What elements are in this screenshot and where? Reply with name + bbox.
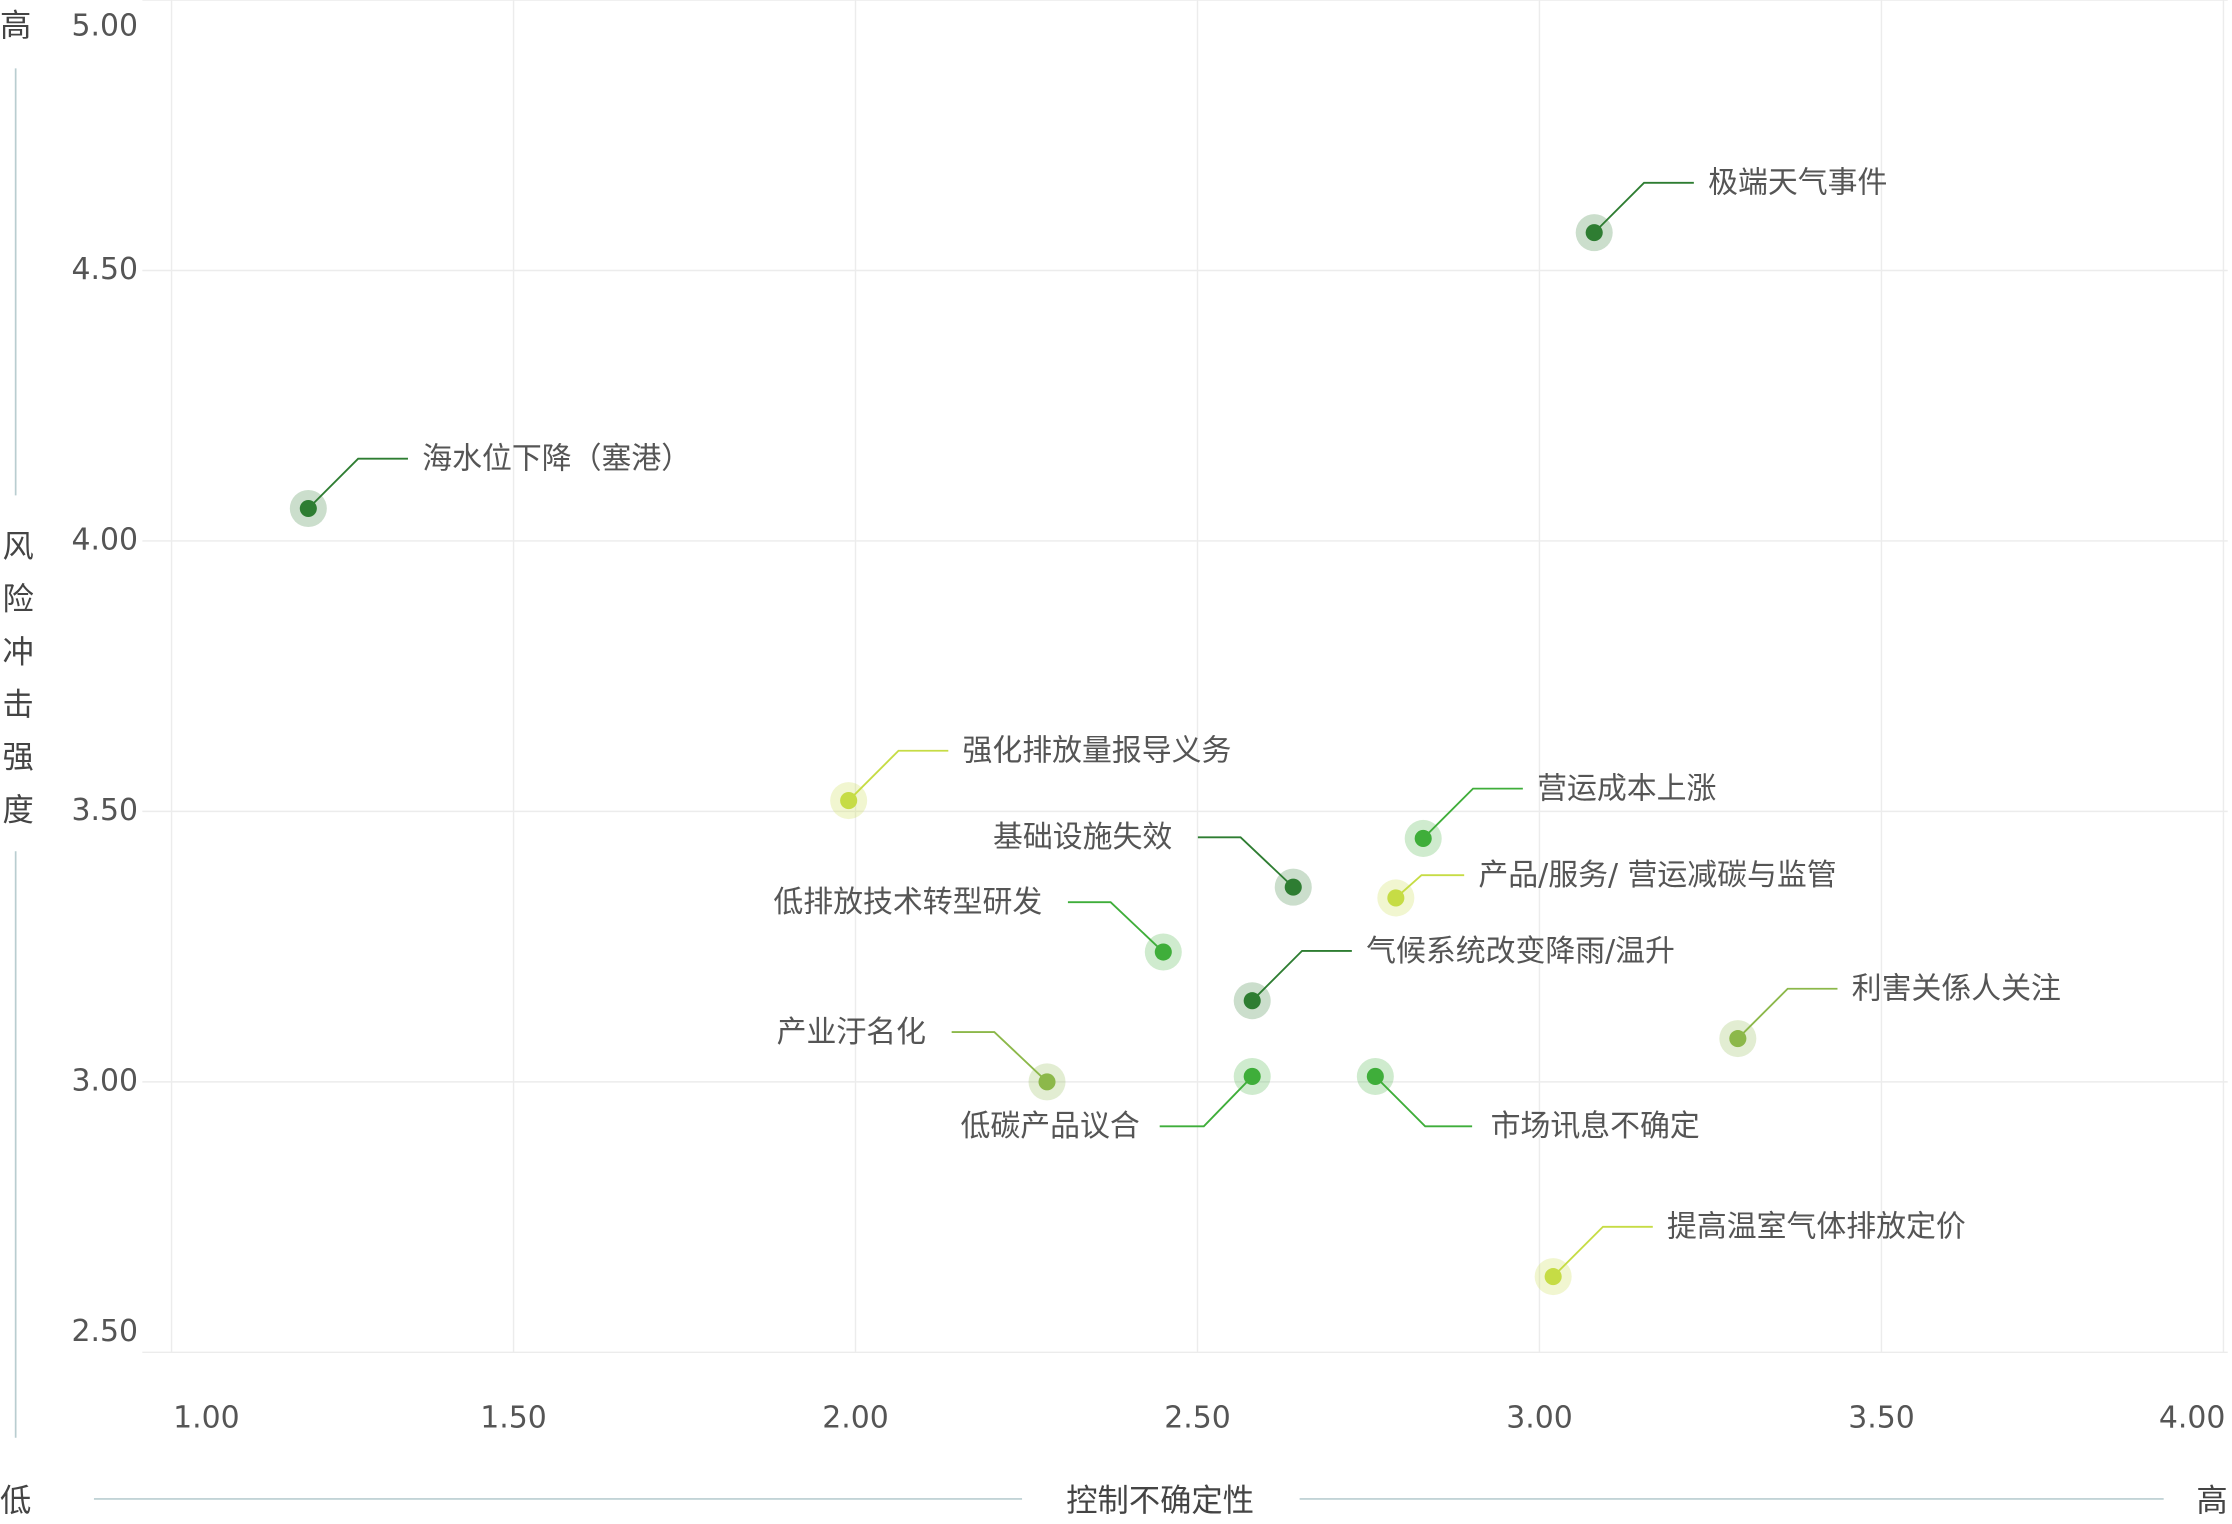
leader-line	[848, 749, 949, 802]
x-tick-label: 3.50	[1848, 1401, 1915, 1436]
point	[840, 792, 858, 810]
leader-line	[1159, 1075, 1253, 1128]
leader-line	[1251, 949, 1352, 1002]
leader-line	[1197, 836, 1294, 888]
y-axis-title: 风险冲击强度	[0, 530, 34, 846]
point-label: 低排放技术转型研发	[773, 885, 1042, 920]
point	[1387, 889, 1405, 907]
point-label: 提高温室气体排放定价	[1667, 1210, 1966, 1245]
x-tick-label: 3.00	[1506, 1401, 1573, 1436]
point-label: 产业汙名化	[777, 1015, 926, 1050]
point-label: 利害关係人关注	[1852, 972, 2061, 1007]
point	[1243, 992, 1261, 1010]
x-tick-label: 1.00	[173, 1401, 240, 1436]
point-label: 营运成本上涨	[1537, 772, 1716, 807]
point	[1544, 1268, 1562, 1286]
x-tick-label: 2.50	[1164, 1401, 1231, 1436]
y-tick-label: 3.00	[72, 1063, 139, 1098]
x-axis-title: 控制不确定性	[1066, 1483, 1254, 1519]
leader-line	[1374, 1075, 1473, 1128]
point-label: 基础设施失效	[993, 820, 1172, 855]
y-tick-label: 4.50	[72, 252, 139, 287]
point-label: 强化排放量报导义务	[963, 734, 1232, 769]
y-tick-label: 3.50	[72, 793, 139, 828]
point	[1284, 878, 1302, 896]
point-label: 气候系统改变降雨/温升	[1366, 934, 1675, 969]
leader-line	[951, 1031, 1048, 1083]
leader-line	[1737, 987, 1838, 1040]
leader-line	[1067, 901, 1164, 953]
leader-line	[307, 457, 408, 510]
leader-line	[1593, 181, 1694, 234]
point	[1729, 1030, 1747, 1048]
low-label: 低	[0, 1483, 31, 1519]
point	[1243, 1067, 1261, 1085]
point	[1414, 829, 1432, 847]
x-tick-label: 1.50	[480, 1401, 547, 1436]
point	[1038, 1073, 1056, 1091]
point-label: 极端天气事件	[1708, 166, 1887, 201]
x-high-label: 高	[2196, 1483, 2227, 1519]
point	[1366, 1067, 1384, 1085]
y-tick-label: 5.00	[72, 9, 139, 44]
point-label: 低碳产品议合	[960, 1109, 1139, 1144]
leader-line	[1395, 874, 1465, 899]
y-high-label: 高	[0, 8, 31, 44]
point	[1585, 224, 1603, 242]
leader-line	[1552, 1225, 1653, 1278]
point-label: 产品/服务/ 营运减碳与监管	[1478, 858, 1836, 893]
point-label: 市场讯息不确定	[1491, 1109, 1700, 1144]
point	[1154, 943, 1172, 961]
x-tick-label: 4.00	[2159, 1401, 2226, 1436]
point-label: 海水位下降（塞港）	[422, 442, 691, 477]
x-tick-label: 2.00	[822, 1401, 889, 1436]
point	[299, 499, 317, 518]
y-tick-label: 2.50	[72, 1314, 139, 1349]
leader-line	[1422, 787, 1523, 840]
y-tick-label: 4.00	[72, 522, 139, 557]
